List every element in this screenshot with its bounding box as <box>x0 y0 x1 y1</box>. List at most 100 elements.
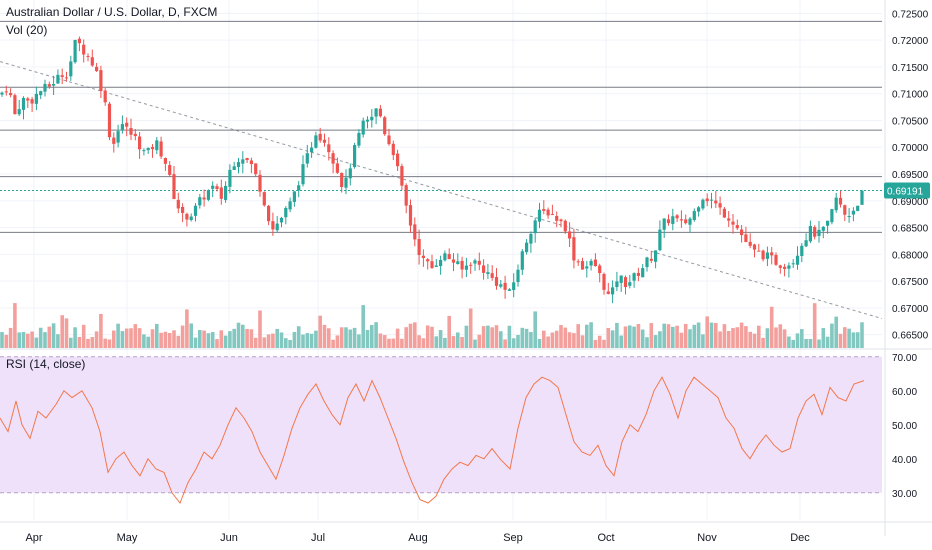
candle-body <box>555 216 559 221</box>
volume-bar <box>189 323 193 348</box>
volume-bar <box>378 333 383 348</box>
time-tick-label: Jun <box>220 532 238 544</box>
volume-bar <box>473 339 477 348</box>
volume-bar <box>43 332 47 348</box>
candle-body <box>383 117 387 135</box>
volume-bar <box>834 316 838 348</box>
candle-body <box>241 159 245 164</box>
candle-body <box>826 220 830 226</box>
candle-body <box>344 177 348 188</box>
candle-body <box>499 284 503 287</box>
candle-body <box>361 120 365 135</box>
candle-body <box>804 240 808 247</box>
candle-body <box>834 197 838 211</box>
price-tick-label: 0.67000 <box>892 304 929 315</box>
candle-body <box>138 136 142 150</box>
volume-bar <box>542 330 546 348</box>
candle-body <box>254 163 258 175</box>
volume-bar <box>451 336 456 348</box>
candle-body <box>43 83 47 92</box>
candle-body <box>374 108 378 117</box>
volume-bar <box>357 334 361 348</box>
volume-bar <box>404 327 408 348</box>
volume-bar <box>124 328 129 348</box>
volume-bar <box>653 335 658 348</box>
price-tick-label: 0.69500 <box>892 170 929 181</box>
volume-bar <box>709 322 714 348</box>
candle-body <box>563 220 567 232</box>
volume-bar <box>692 324 697 348</box>
candle-body <box>542 209 546 211</box>
rsi-band-fill <box>0 356 882 493</box>
volume-bar <box>30 331 34 348</box>
candle-body <box>262 192 266 206</box>
candle-body <box>757 250 761 252</box>
candle-body <box>232 166 236 170</box>
volume-bar <box>0 332 4 348</box>
last-price-label: 0.69191 <box>887 187 924 198</box>
volume-bar <box>142 334 146 348</box>
volume-bar <box>744 326 748 348</box>
candle-body <box>482 265 486 273</box>
volume-bar <box>632 326 636 348</box>
volume-bar <box>206 333 211 348</box>
horizontal-levels <box>0 20 882 233</box>
candle-body <box>107 103 112 138</box>
candle-body <box>662 218 666 230</box>
volume-bar <box>228 331 232 348</box>
candle-body <box>69 61 73 77</box>
candle-body <box>451 259 456 263</box>
volume-bar <box>714 322 718 348</box>
volume-bar <box>757 325 761 348</box>
volume-bar <box>546 336 550 348</box>
candle-body <box>675 215 679 219</box>
candle-body <box>443 253 447 261</box>
candle-body <box>426 259 430 262</box>
candle-body <box>125 122 129 127</box>
time-tick-label: Sep <box>503 532 523 544</box>
volume-bar <box>752 333 757 348</box>
candle-body <box>120 124 124 130</box>
candle-body <box>529 233 533 244</box>
volume-bar <box>236 322 241 348</box>
chart-title: Australian Dollar / U.S. Dollar, D, FXCM <box>6 5 217 19</box>
volume-bar <box>843 327 847 348</box>
candle-body <box>688 218 692 225</box>
candle-body <box>112 137 116 144</box>
candle-body <box>658 229 662 251</box>
candle-body <box>198 197 202 206</box>
candle-body <box>335 163 339 173</box>
candle-body <box>56 74 60 84</box>
volume-bar <box>301 334 305 348</box>
volume-bar <box>400 338 404 348</box>
candle-body <box>64 77 69 79</box>
candle-body <box>752 244 757 250</box>
volume-bar <box>804 338 808 348</box>
candle-body <box>718 203 722 208</box>
candle-body <box>447 254 451 260</box>
volume-bar <box>17 332 21 348</box>
volume-bar <box>576 324 580 348</box>
volume-bar <box>774 327 778 348</box>
volume-bar <box>658 331 662 348</box>
candle-body <box>778 265 782 268</box>
rsi-title: RSI (14, close) <box>6 357 85 371</box>
volume-bar <box>8 327 13 348</box>
time-tick-label: Oct <box>597 532 614 544</box>
volume-bar <box>782 329 787 348</box>
volume-bar <box>296 326 301 348</box>
volume-bar <box>688 329 692 348</box>
volume-bar <box>628 325 632 348</box>
candle-body <box>469 264 473 266</box>
volume-bar <box>185 309 189 348</box>
volume-bar <box>619 335 623 348</box>
volume-bar <box>370 324 374 348</box>
volume-bar <box>348 329 353 348</box>
price-tick-label: 0.66500 <box>892 331 929 342</box>
time-tick-label: Nov <box>697 532 717 544</box>
candle-body <box>13 95 17 115</box>
candle-body <box>525 242 529 253</box>
volume-bar <box>73 327 77 348</box>
candle-body <box>684 219 688 224</box>
candle-body <box>168 165 172 175</box>
